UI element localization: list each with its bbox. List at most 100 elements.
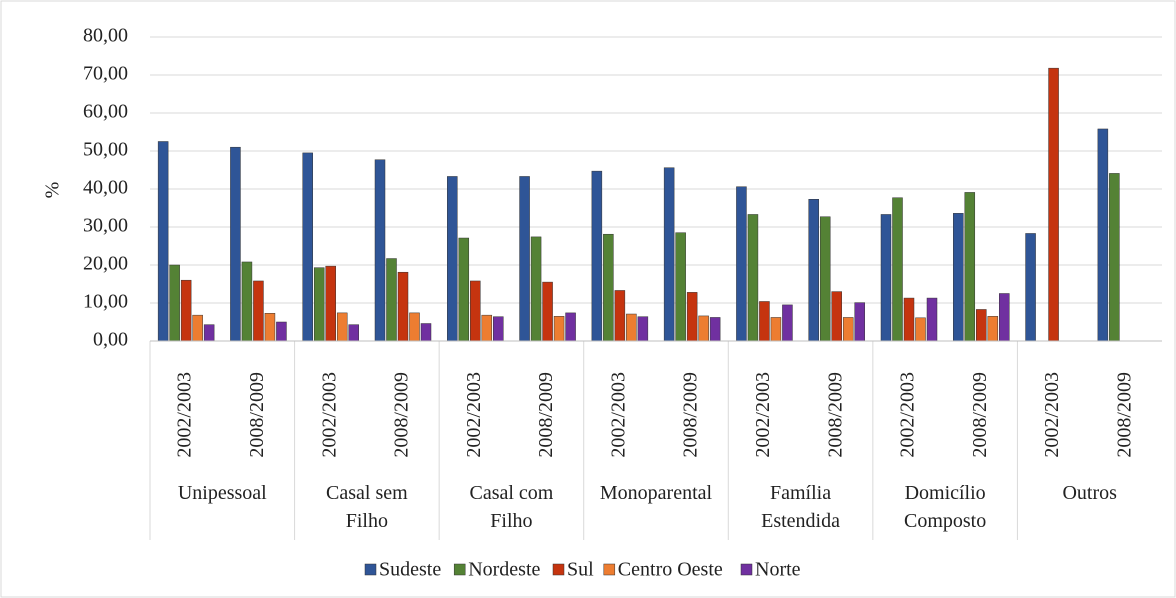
- bar: [782, 304, 793, 342]
- y-tick-label: 10,00: [83, 291, 128, 313]
- x-tick-label: 2008/2009: [391, 372, 413, 458]
- y-tick-label: 30,00: [83, 215, 128, 237]
- bar: [420, 323, 432, 342]
- group-label: Unipessoal: [177, 482, 267, 504]
- bar: [759, 301, 770, 342]
- bar: [953, 213, 964, 342]
- bar: [675, 232, 686, 342]
- bar: [192, 314, 203, 342]
- y-axis-label: %: [42, 182, 64, 199]
- group-label: Casal com Filho: [469, 482, 554, 532]
- bar: [470, 280, 481, 342]
- bar: [169, 264, 180, 342]
- bar: [926, 297, 938, 342]
- bar: [348, 324, 359, 342]
- bar: [458, 237, 470, 342]
- legend-swatch: [364, 563, 377, 576]
- legend-label: Sudeste: [379, 559, 441, 581]
- bar: [987, 316, 999, 342]
- legend-swatch: [552, 563, 565, 576]
- bar: [302, 152, 313, 342]
- bar: [686, 292, 698, 342]
- bar: [736, 186, 747, 342]
- x-tick-label: 2008/2009: [535, 372, 557, 458]
- group-label: Monoparental: [599, 482, 713, 504]
- bar: [565, 312, 576, 342]
- legend-swatch: [740, 563, 753, 576]
- bar: [397, 271, 409, 342]
- legend-label: Centro Oeste: [618, 559, 723, 581]
- y-tick-label: 50,00: [83, 139, 128, 161]
- bar: [493, 316, 504, 342]
- bar: [386, 258, 397, 342]
- bar: [698, 315, 709, 342]
- x-tick-label: 2008/2009: [969, 372, 991, 458]
- x-tick-label: 2002/2003: [752, 372, 774, 458]
- bar: [481, 314, 493, 342]
- legend-swatch: [603, 563, 616, 576]
- bar: [157, 141, 169, 342]
- bar: [1025, 233, 1036, 342]
- bar: [530, 236, 542, 342]
- bar: [976, 309, 987, 342]
- bar: [1097, 128, 1109, 342]
- bar: [915, 317, 926, 342]
- legend-label: Sul: [567, 559, 594, 581]
- bar: [770, 317, 782, 342]
- bar: [447, 176, 458, 342]
- x-tick-label: 2002/2003: [174, 372, 196, 458]
- bar: [831, 291, 842, 342]
- bar: [591, 170, 603, 342]
- legend-label: Norte: [755, 559, 801, 581]
- bar: [264, 313, 276, 342]
- bar: [230, 146, 241, 342]
- y-tick-label: 80,00: [83, 25, 128, 47]
- bar: [180, 279, 192, 342]
- bar: [1048, 67, 1059, 342]
- bar: [808, 199, 819, 342]
- bar: [276, 321, 287, 342]
- bar: [999, 293, 1010, 342]
- y-tick-label: 60,00: [83, 101, 128, 123]
- bar: [241, 261, 253, 342]
- bar: [854, 302, 865, 342]
- bar: [336, 312, 348, 342]
- y-tick-label: 40,00: [83, 177, 128, 199]
- bar: [964, 192, 976, 342]
- y-tick-label: 20,00: [83, 253, 128, 275]
- x-tick-label: 2002/2003: [897, 372, 919, 458]
- bar: [313, 267, 325, 342]
- bar: [409, 312, 420, 342]
- y-tick-label: 70,00: [83, 63, 128, 85]
- bar: [603, 233, 614, 342]
- group-label: Outros: [1062, 482, 1117, 504]
- bar: [553, 316, 565, 342]
- group-label: Família Estendida: [761, 482, 840, 532]
- bar: [374, 159, 386, 342]
- bar: [903, 297, 915, 342]
- bar: [614, 290, 626, 342]
- x-tick-label: 2002/2003: [463, 372, 485, 458]
- x-tick-label: 2002/2003: [607, 372, 629, 458]
- bar: [626, 313, 637, 342]
- bar: [663, 167, 675, 342]
- bar: [637, 316, 649, 342]
- x-tick-label: 2002/2003: [1041, 372, 1063, 458]
- bar: [325, 265, 336, 342]
- group-label: Domicílio Composto: [904, 482, 987, 532]
- x-tick-label: 2008/2009: [1113, 372, 1135, 458]
- group-label: Casal sem Filho: [326, 482, 408, 532]
- x-tick-label: 2008/2009: [246, 372, 268, 458]
- bar: [880, 214, 892, 342]
- bar: [709, 317, 721, 342]
- y-tick-label: 0,00: [93, 329, 128, 351]
- bar: [542, 281, 553, 342]
- x-tick-label: 2002/2003: [318, 372, 340, 458]
- bar: [519, 176, 530, 342]
- bar: [819, 216, 831, 342]
- bar: [747, 214, 759, 342]
- bar: [253, 280, 264, 342]
